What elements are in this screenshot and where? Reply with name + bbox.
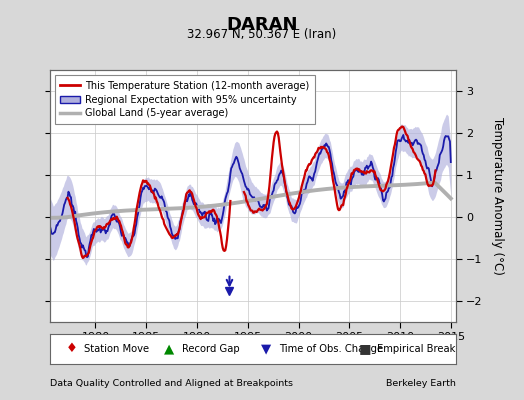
Y-axis label: Temperature Anomaly (°C): Temperature Anomaly (°C) [491, 117, 504, 275]
Legend: This Temperature Station (12-month average), Regional Expectation with 95% uncer: This Temperature Station (12-month avera… [54, 75, 315, 124]
Text: DARAN: DARAN [226, 16, 298, 34]
Text: Empirical Break: Empirical Break [377, 344, 455, 354]
Text: 32.967 N, 50.367 E (Iran): 32.967 N, 50.367 E (Iran) [188, 28, 336, 41]
Text: ♦: ♦ [66, 342, 78, 356]
Text: Station Move: Station Move [84, 344, 149, 354]
Text: ▲: ▲ [163, 342, 174, 356]
Text: ▼: ▼ [261, 342, 271, 356]
Text: ■: ■ [358, 342, 371, 356]
Text: Data Quality Controlled and Aligned at Breakpoints: Data Quality Controlled and Aligned at B… [50, 380, 293, 388]
Text: Record Gap: Record Gap [182, 344, 239, 354]
Text: Berkeley Earth: Berkeley Earth [386, 380, 456, 388]
Text: Time of Obs. Change: Time of Obs. Change [279, 344, 384, 354]
